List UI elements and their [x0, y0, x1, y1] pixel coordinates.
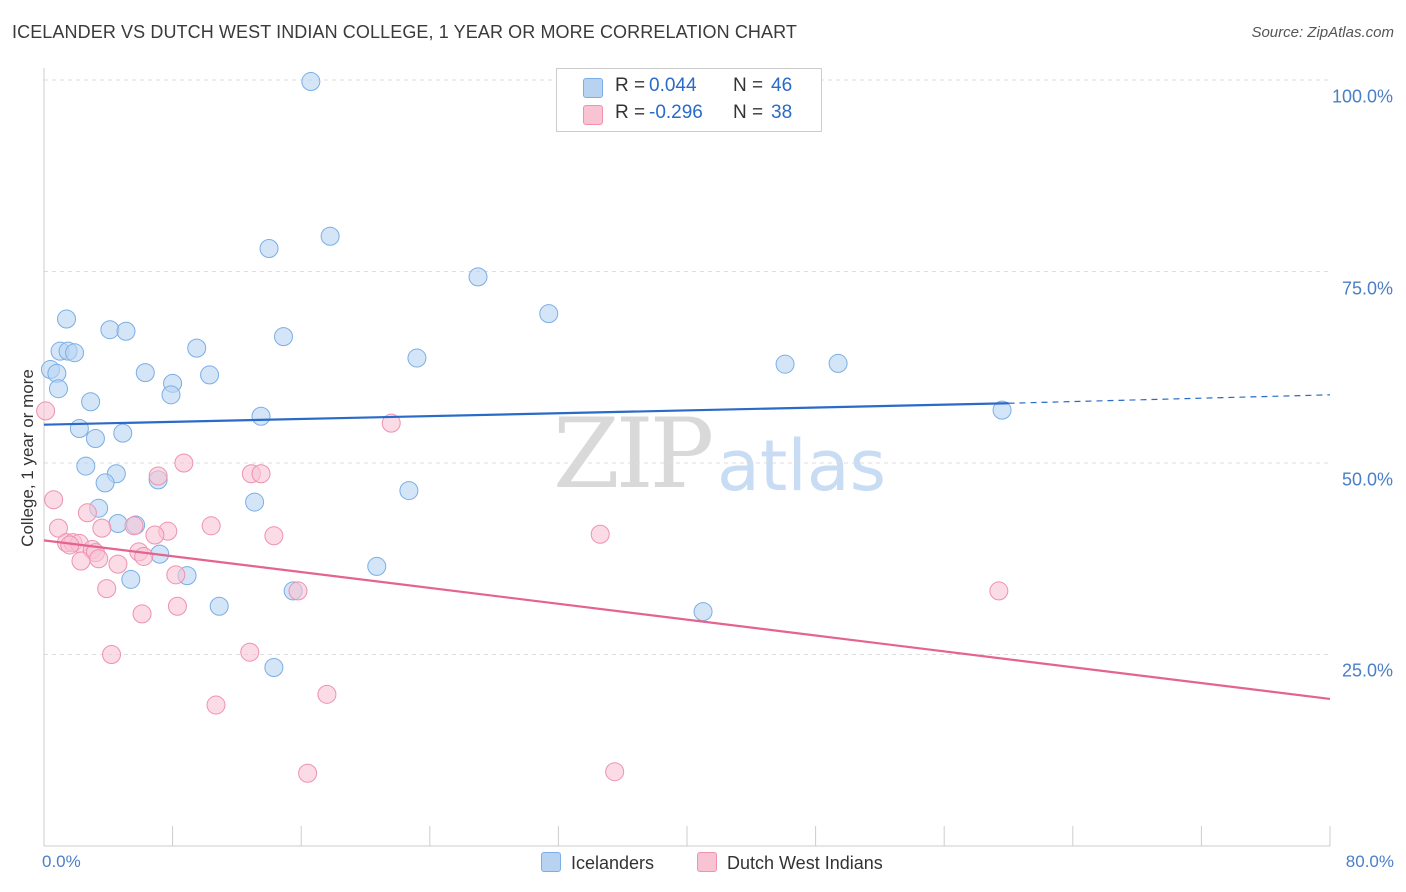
- icelander-point: [274, 327, 294, 347]
- icelander-point: [121, 569, 141, 589]
- legend-item-icelanders[interactable]: Icelanders: [541, 852, 654, 874]
- dutch-west-indian-point: [148, 466, 168, 486]
- n-label: N =: [733, 75, 764, 96]
- dutch-west-indian-point: [166, 565, 186, 585]
- r-value: -0.296: [649, 102, 703, 123]
- legend-label: Icelanders: [571, 853, 655, 873]
- blue-swatch: [541, 852, 561, 872]
- dutch-west-indian-point: [108, 554, 128, 574]
- y-tick-label: 75.0%: [1341, 278, 1393, 299]
- icelander-point: [301, 72, 321, 92]
- dutch-west-indian-point: [71, 551, 91, 571]
- watermark-zip: ZIP: [553, 398, 714, 510]
- dutch-west-indian-point: [288, 581, 308, 601]
- pink-swatch: [697, 852, 717, 872]
- dutch-west-indian-point: [145, 525, 165, 545]
- legend-label: Dutch West Indians: [727, 853, 883, 873]
- icelander-point: [200, 365, 220, 385]
- icelander-point: [161, 385, 181, 405]
- icelander-point: [264, 658, 284, 678]
- dutch-west-indian-point: [298, 763, 318, 783]
- icelander-point: [95, 473, 115, 493]
- icelander-point: [187, 338, 207, 358]
- y-axis-label: College, 1 year or more: [18, 369, 37, 547]
- icelander-point: [693, 602, 713, 622]
- dutch-west-indian-point: [44, 490, 64, 510]
- icelander-point: [259, 239, 279, 259]
- dutch-west-indian-trend-line: [43, 539, 1331, 701]
- dutch-west-indian-point: [240, 642, 260, 662]
- icelander-point: [116, 321, 136, 341]
- r-value: 0.044: [649, 75, 697, 96]
- chart-title: ICELANDER VS DUTCH WEST INDIAN COLLEGE, …: [12, 22, 798, 42]
- dutch-west-indian-point: [48, 518, 68, 538]
- dutch-west-indian-point: [201, 516, 221, 536]
- n-value: 38: [771, 102, 793, 123]
- icelander-point: [468, 267, 488, 287]
- dutch-west-indian-point: [381, 413, 401, 433]
- icelander-point: [399, 481, 419, 501]
- dutch-west-indian-point: [174, 453, 194, 473]
- icelander-point: [135, 363, 155, 383]
- icelander-point: [65, 343, 85, 363]
- icelander-trend-line: [43, 402, 1009, 426]
- dutch-west-indian-point: [605, 762, 625, 782]
- icelander-point: [113, 423, 133, 443]
- blue-swatch: [583, 78, 603, 98]
- icelander-point: [992, 400, 1012, 420]
- stats-legend: R = 0.044 N = 46 R = -0.296 N = 38: [556, 68, 822, 132]
- dutch-west-indian-point: [989, 581, 1009, 601]
- n-value: 46: [771, 75, 793, 96]
- r-label: R =: [615, 102, 646, 123]
- icelander-point: [57, 309, 77, 329]
- y-tick-label: 50.0%: [1341, 469, 1393, 490]
- icelander-point: [828, 353, 848, 373]
- x-tick-label-max: 80.0%: [1345, 852, 1394, 871]
- icelander-point: [76, 456, 96, 476]
- icelander-point: [775, 354, 795, 374]
- stats-row-icelanders: R = 0.044 N = 46: [557, 73, 821, 99]
- icelander-point: [100, 320, 120, 340]
- icelander-point: [85, 428, 105, 448]
- dutch-west-indian-point: [132, 604, 152, 624]
- dutch-west-indian-point: [206, 695, 226, 715]
- dutch-west-indian-point: [36, 401, 56, 421]
- source-label: Source: ZipAtlas.com: [1251, 24, 1394, 41]
- y-tick-label: 100.0%: [1331, 86, 1393, 107]
- icelander-point: [209, 596, 229, 616]
- dutch-west-indian-point: [77, 503, 97, 523]
- dutch-west-indian-point: [124, 516, 144, 536]
- pink-swatch: [583, 105, 603, 125]
- icelander-point: [81, 392, 101, 412]
- icelander-point: [48, 379, 68, 399]
- dutch-west-indian-point: [134, 546, 154, 566]
- stats-row-dutch-west-indians: R = -0.296 N = 38: [557, 100, 821, 126]
- n-label: N =: [733, 102, 764, 123]
- icelander-point: [367, 556, 387, 576]
- icelander-point: [69, 419, 89, 439]
- dutch-west-indian-point: [167, 596, 187, 616]
- x-tick-label-min: 0.0%: [42, 852, 81, 871]
- icelander-point: [245, 492, 265, 512]
- legend-item-dutch-west-indians[interactable]: Dutch West Indians: [697, 852, 883, 874]
- dutch-west-indian-point: [251, 464, 271, 484]
- r-label: R =: [615, 75, 646, 96]
- dutch-west-indian-point: [264, 526, 284, 546]
- icelander-point: [320, 226, 340, 246]
- dutch-west-indian-point: [89, 549, 109, 569]
- icelander-trend-extension: [1008, 394, 1331, 404]
- icelander-point: [108, 514, 128, 534]
- dutch-west-indian-point: [97, 579, 117, 599]
- icelander-point: [539, 304, 559, 324]
- dutch-west-indian-point: [102, 645, 122, 664]
- dutch-west-indian-point: [317, 684, 337, 704]
- icelander-point: [407, 348, 427, 368]
- y-tick-label: 25.0%: [1341, 660, 1393, 681]
- dutch-west-indian-point: [92, 518, 112, 538]
- watermark-atlas: atlas: [717, 425, 887, 507]
- dutch-west-indian-point: [590, 524, 610, 544]
- icelander-point: [251, 406, 271, 426]
